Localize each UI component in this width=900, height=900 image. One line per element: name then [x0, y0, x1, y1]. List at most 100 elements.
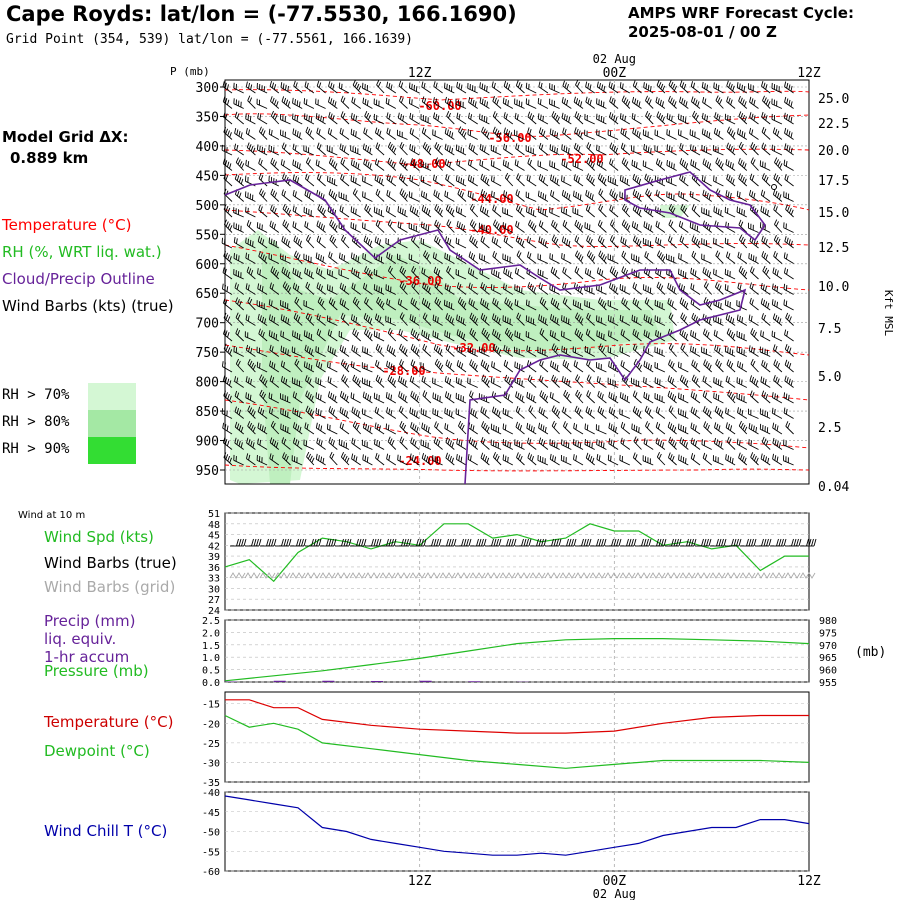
barb-flag — [771, 283, 774, 289]
wind-barb — [701, 112, 712, 125]
barb-flag — [727, 238, 729, 245]
barb-flag — [328, 96, 331, 103]
barb-flag — [576, 221, 580, 228]
barb-flag — [261, 239, 265, 245]
barb-flag — [263, 86, 265, 92]
wind-barb — [268, 144, 279, 156]
barb-flag — [409, 205, 412, 211]
barb-flag — [490, 144, 492, 151]
barb-staff — [492, 255, 502, 264]
barb-flag — [307, 236, 311, 243]
barb-flag — [421, 96, 425, 102]
barb-staff — [292, 226, 303, 233]
barb-flag — [561, 189, 564, 196]
barb-staff — [525, 150, 537, 156]
wind-barbs-grid-label: Wind Barbs (grid) — [44, 578, 176, 596]
barb-staff — [514, 164, 525, 171]
wind-barb — [736, 360, 748, 373]
barb-flag — [377, 144, 381, 150]
barb-flag — [316, 142, 320, 148]
barb-flag — [367, 114, 371, 121]
barb-flag — [282, 115, 284, 121]
barb-flag — [306, 222, 309, 228]
barb-staff — [539, 225, 549, 233]
barb-staff — [503, 102, 514, 109]
barb-flag — [749, 189, 752, 196]
wind-barb — [362, 175, 373, 187]
barb-flag — [563, 237, 567, 244]
barb-flag — [294, 129, 297, 136]
barb-staff — [609, 101, 619, 109]
barb-flag — [562, 220, 566, 226]
barb-staff — [515, 148, 525, 156]
rh-patch-upper — [660, 205, 690, 218]
wind-barb — [749, 112, 759, 125]
barb-staff — [609, 193, 619, 202]
barb-flag — [399, 141, 403, 148]
barb-flag — [519, 83, 523, 90]
barb-flag — [388, 129, 391, 135]
wind-barb — [350, 159, 361, 171]
barb-flag — [786, 175, 789, 182]
barb-flag — [623, 159, 627, 165]
barb-flag — [505, 237, 509, 244]
barb-flag — [245, 191, 247, 197]
barb-flag — [516, 160, 519, 167]
barb-flag — [472, 193, 474, 199]
barb-flag — [611, 236, 615, 243]
barb-flag — [245, 81, 248, 87]
barb-staff — [292, 133, 303, 140]
wind-barb — [258, 173, 268, 187]
barb-flag — [586, 223, 589, 229]
barb-staff — [433, 102, 443, 109]
barb-staff — [515, 240, 525, 249]
wind-barb — [467, 190, 478, 202]
wind-barb — [315, 98, 326, 109]
barb-staff — [399, 162, 408, 171]
barb-staff — [689, 134, 701, 140]
wind-barb — [643, 82, 654, 94]
barb-flag — [542, 177, 546, 183]
barb-flag — [329, 129, 333, 135]
barb-flag — [374, 158, 378, 164]
barb-flag — [364, 204, 368, 210]
barb-flag — [607, 253, 609, 260]
barb-flag — [455, 175, 458, 181]
barb-staff — [304, 226, 315, 233]
barb-staff — [726, 256, 736, 264]
barb-flag — [503, 80, 507, 87]
barb-flag — [727, 160, 730, 167]
barb-flag — [573, 96, 576, 103]
wind-barb — [654, 145, 666, 156]
barb-flag — [767, 101, 771, 107]
barb-staff — [549, 149, 560, 156]
barb-flag — [574, 219, 578, 226]
barb-flag — [713, 237, 715, 244]
barb-flag — [720, 210, 722, 216]
barb-staff — [656, 163, 666, 171]
barb-flag — [566, 84, 569, 90]
barb-flag — [636, 238, 640, 245]
barb-flag — [343, 146, 346, 152]
barb-flag — [666, 191, 668, 197]
wind-barb — [233, 252, 244, 264]
barb-flag — [507, 162, 509, 168]
wind-barb — [726, 359, 736, 373]
wind-barb — [329, 219, 338, 233]
barb-staff — [386, 194, 397, 202]
barb-flag — [540, 114, 542, 121]
barb-flag — [298, 101, 301, 108]
barb-flag — [388, 207, 391, 213]
wind-barb — [703, 281, 713, 295]
wind-barb — [479, 82, 490, 94]
barb-staff — [327, 180, 338, 187]
barb-staff — [526, 179, 537, 187]
wind-barb — [737, 128, 748, 140]
barb-staff — [421, 209, 432, 218]
barb-flag — [283, 237, 286, 243]
barb-flag — [308, 192, 311, 199]
barb-staff — [526, 211, 537, 218]
wind-barb — [771, 283, 783, 295]
barb-flag — [308, 209, 310, 215]
